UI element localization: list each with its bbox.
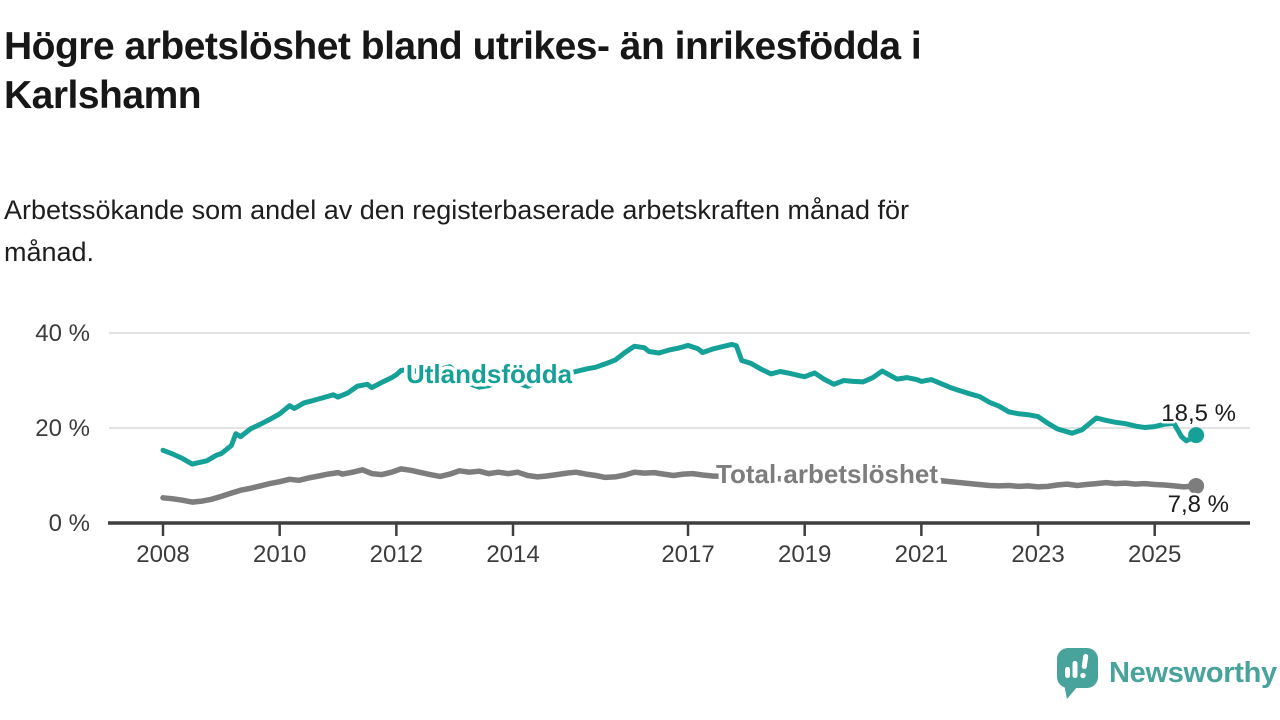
y-tick-label: 0 % bbox=[49, 510, 90, 537]
subtitle-line-1: Arbetssökande som andel av den registerb… bbox=[4, 195, 910, 225]
series-end-dot bbox=[1188, 477, 1205, 494]
x-tick-label: 2021 bbox=[895, 541, 948, 568]
x-tick-label: 2012 bbox=[370, 541, 423, 568]
y-tick-label: 20 % bbox=[35, 415, 90, 442]
chart-subtitle: Arbetssökande som andel av den registerb… bbox=[4, 190, 909, 274]
subtitle-line-2: månad. bbox=[4, 236, 95, 267]
series-line bbox=[160, 466, 1199, 505]
x-tick-label: 2008 bbox=[136, 541, 189, 568]
series-line bbox=[160, 341, 1199, 467]
x-tick-label: 2017 bbox=[661, 541, 714, 568]
newsworthy-logo: Newsworthy bbox=[1056, 646, 1277, 701]
series-label: Total arbetslöshet bbox=[716, 459, 938, 489]
x-tick-label: 2010 bbox=[253, 541, 306, 568]
series-end-dot bbox=[1188, 427, 1205, 444]
speech-bubble-bar-chart-icon bbox=[1057, 648, 1098, 699]
title-line-2: Karlshamn bbox=[4, 74, 202, 118]
title-line-1: Högre arbetslöshet bland utrikes- än inr… bbox=[4, 25, 922, 68]
x-tick-label: 2025 bbox=[1128, 541, 1181, 568]
x-tick-label: 2019 bbox=[778, 541, 831, 568]
logo-text: Newsworthy bbox=[1109, 657, 1277, 689]
x-tick-label: 2014 bbox=[486, 541, 539, 568]
y-tick-label: 40 % bbox=[35, 320, 90, 347]
series-label: Utlandsfödda bbox=[406, 359, 573, 389]
series-value-label: 18,5 % bbox=[1161, 400, 1236, 427]
series-value-label: 7,8 % bbox=[1168, 491, 1229, 518]
page-title: Högre arbetslöshet bland utrikes- än inr… bbox=[4, 22, 922, 120]
x-tick-label: 2023 bbox=[1011, 541, 1064, 568]
